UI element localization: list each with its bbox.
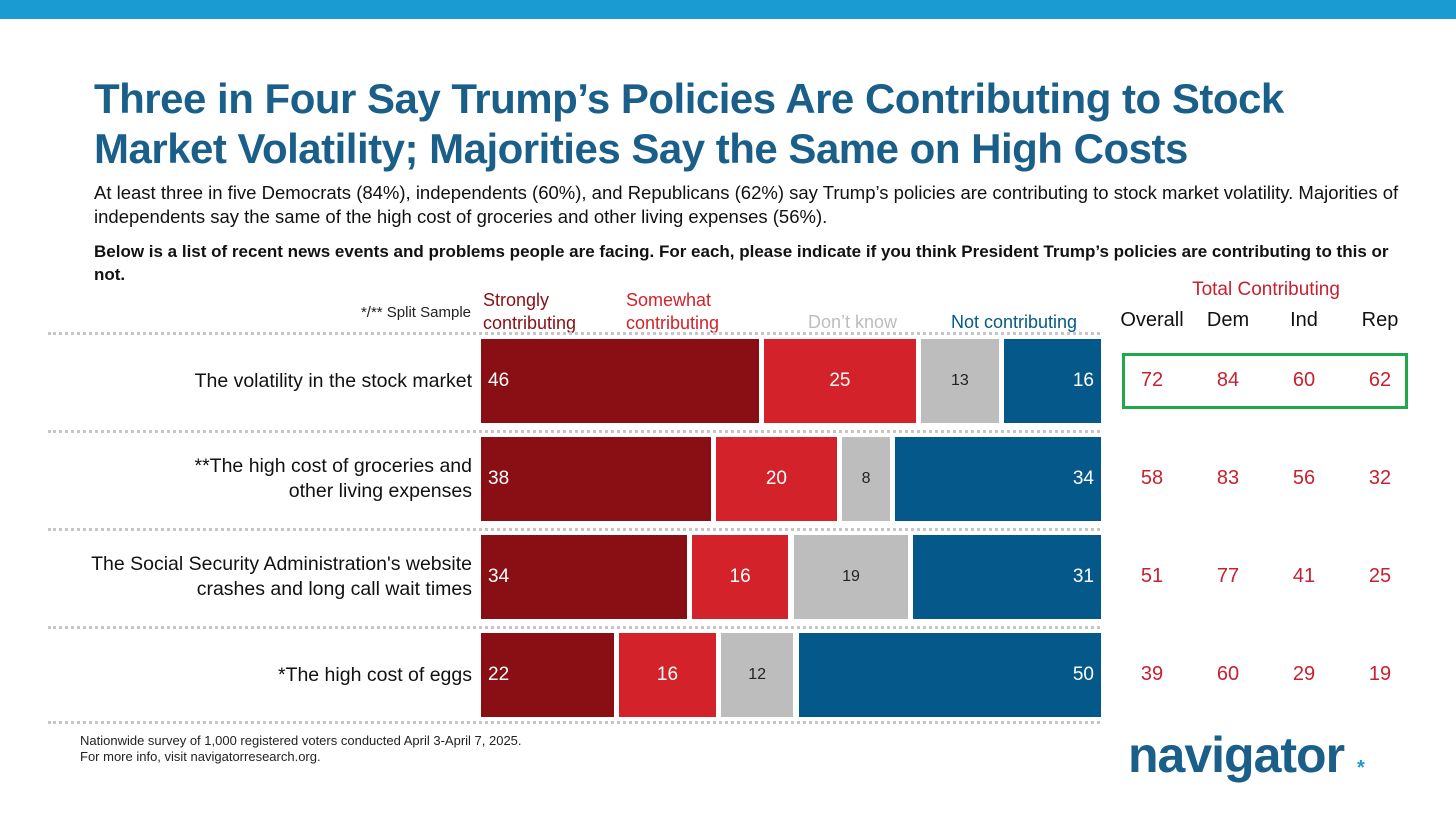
legend-not-contributing: Not contributing bbox=[951, 312, 1078, 332]
total-overall-value: 72 bbox=[1140, 369, 1164, 391]
total-overall-value: 51 bbox=[1140, 565, 1164, 587]
legend-strongly-contributing: Strongly contributing bbox=[483, 290, 577, 333]
total-rep-value: 32 bbox=[1368, 467, 1392, 489]
total-dem-value: 84 bbox=[1216, 369, 1240, 391]
total-ind-value: 60 bbox=[1292, 369, 1316, 391]
total-dem-value: 60 bbox=[1216, 663, 1240, 685]
total-contributing-title: Total Contributing bbox=[1192, 279, 1340, 300]
footnote-survey-info: Nationwide survey of 1,000 registered vo… bbox=[80, 733, 522, 748]
footnote-more-info: For more info, visit navigatorresearch.o… bbox=[80, 749, 321, 764]
bar-somewhat-contributing: 25 bbox=[764, 339, 916, 423]
bar-not-contributing: 50 bbox=[798, 633, 1101, 717]
bar-somewhat-contributing: 16 bbox=[691, 535, 789, 619]
column-header-dem: Dem bbox=[1206, 309, 1250, 331]
total-overall-value: 39 bbox=[1140, 663, 1164, 685]
category-label: *The high cost of eggs bbox=[277, 663, 472, 686]
bar-dont-know: 13 bbox=[920, 339, 1000, 423]
logo-star-icon: * bbox=[1357, 757, 1365, 779]
row-divider bbox=[48, 332, 1100, 335]
bar-somewhat-contributing: 20 bbox=[715, 437, 837, 521]
bar-strongly-contributing: 22 bbox=[481, 633, 615, 717]
highlight-box bbox=[1122, 353, 1408, 409]
bar-dont-know: 8 bbox=[841, 437, 891, 521]
total-ind-value: 29 bbox=[1292, 663, 1316, 685]
bar-strongly-contributing: 46 bbox=[481, 339, 760, 423]
row-divider bbox=[48, 721, 1100, 724]
bar-strongly-contributing: 38 bbox=[481, 437, 711, 521]
bar-dont-know: 19 bbox=[793, 535, 909, 619]
total-rep-value: 25 bbox=[1368, 565, 1392, 587]
row-divider bbox=[48, 626, 1100, 629]
row-divider bbox=[48, 430, 1100, 433]
column-header-ind: Ind bbox=[1290, 309, 1318, 331]
top-accent-bar bbox=[0, 0, 1456, 19]
category-label: The volatility in the stock market bbox=[194, 369, 472, 392]
column-header-rep: Rep bbox=[1361, 309, 1399, 331]
total-dem-value: 83 bbox=[1216, 467, 1240, 489]
bar-not-contributing: 31 bbox=[913, 535, 1101, 619]
category-label: The Social Security Administration's web… bbox=[91, 553, 472, 600]
bar-strongly-contributing: 34 bbox=[481, 535, 687, 619]
total-dem-value: 77 bbox=[1216, 565, 1240, 587]
total-rep-value: 62 bbox=[1368, 369, 1392, 391]
page-title: Three in Four Say Trump’s Policies Are C… bbox=[94, 75, 1284, 172]
page-subtitle: At least three in five Democrats (84%), … bbox=[94, 182, 1399, 227]
total-ind-value: 56 bbox=[1292, 467, 1316, 489]
footnote: Nationwide survey of 1,000 registered vo… bbox=[80, 733, 522, 765]
bar-somewhat-contributing: 16 bbox=[619, 633, 716, 717]
navigator-logo: navigator bbox=[1128, 727, 1345, 783]
row-divider bbox=[48, 528, 1100, 531]
total-overall-value: 58 bbox=[1140, 467, 1164, 489]
split-sample-note: */** Split Sample bbox=[360, 304, 471, 321]
legend-somewhat-contributing: Somewhat contributing bbox=[626, 290, 720, 333]
bar-not-contributing: 16 bbox=[1004, 339, 1101, 423]
survey-question: Below is a list of recent news events an… bbox=[94, 242, 1389, 284]
category-label: **The high cost of groceries and other l… bbox=[194, 455, 473, 502]
total-ind-value: 41 bbox=[1292, 565, 1316, 587]
legend-dont-know: Don’t know bbox=[808, 312, 898, 332]
total-rep-value: 19 bbox=[1368, 663, 1392, 685]
column-header-overall: Overall bbox=[1120, 309, 1184, 331]
bar-dont-know: 12 bbox=[720, 633, 794, 717]
bar-not-contributing: 34 bbox=[895, 437, 1101, 521]
